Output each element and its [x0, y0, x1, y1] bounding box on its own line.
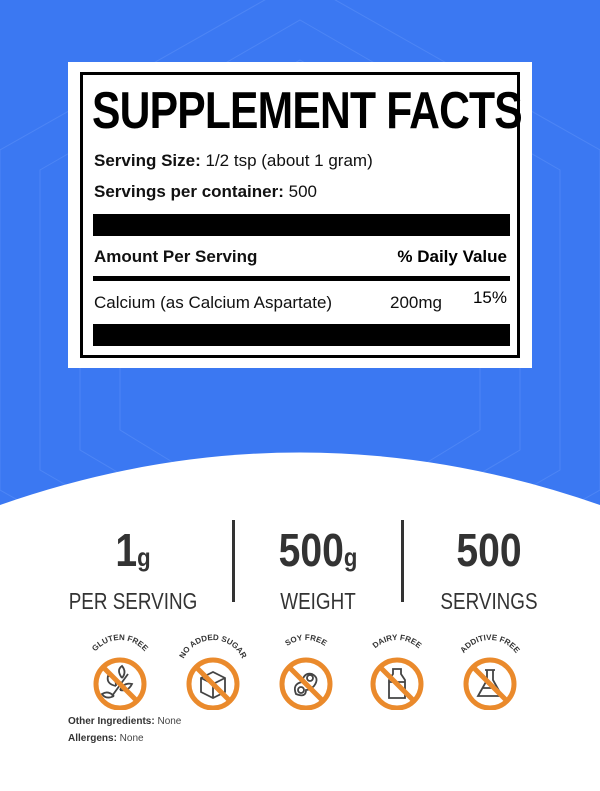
prohibited-circle-icon	[93, 657, 147, 710]
badge-label: SOY FREE	[283, 633, 329, 648]
supplement-facts-label: SUPPLEMENT FACTS Serving Size: 1/2 tsp (…	[68, 62, 532, 368]
divider-bar	[93, 324, 510, 346]
badge-gluten-free: GLUTEN FREE	[90, 633, 150, 710]
ingredient-amount: 200mg	[390, 293, 442, 312]
stat-per-serving: 1g PER SERVING	[68, 524, 198, 614]
amount-header: Amount Per Serving	[94, 247, 258, 266]
divider-bar	[93, 214, 510, 236]
badge-no-added-sugar: NO ADDED SUGAR	[178, 633, 249, 710]
prohibited-circle-icon	[463, 657, 517, 710]
badge-additive-free: ADDITIVE FREE	[458, 633, 522, 710]
stat-weight: 500g WEIGHT	[278, 524, 358, 614]
badge-label: NO ADDED SUGAR	[178, 633, 249, 660]
facts-title: SUPPLEMENT FACTS	[92, 82, 523, 140]
badge-soy-free: SOY FREE	[279, 633, 333, 710]
badge-label: ADDITIVE FREE	[458, 633, 522, 655]
stat-divider	[232, 520, 235, 602]
stat-divider	[401, 520, 404, 602]
serving-size: Serving Size: 1/2 tsp (about 1 gram)	[94, 151, 373, 170]
divider-line	[93, 276, 510, 281]
dv-header: % Daily Value	[397, 247, 507, 266]
allergens: Allergens: None	[68, 733, 144, 744]
badge-label: GLUTEN FREE	[90, 633, 150, 654]
servings-per-container: Servings per container: 500	[94, 182, 317, 201]
soybean-icon	[293, 672, 318, 697]
ingredient-dv: 15%	[472, 288, 507, 307]
prohibited-circle-icon	[370, 657, 424, 710]
badge-dairy-free: DAIRY FREE	[370, 633, 424, 710]
prohibited-circle-icon	[186, 657, 240, 710]
ingredient-name: Calcium (as Calcium Aspartate)	[94, 293, 333, 312]
badge-label: DAIRY FREE	[371, 633, 424, 651]
stat-servings: 500 SERVINGS	[440, 524, 538, 614]
other-ingredients: Other Ingredients: None	[68, 716, 182, 727]
prohibited-circle-icon	[279, 657, 333, 710]
